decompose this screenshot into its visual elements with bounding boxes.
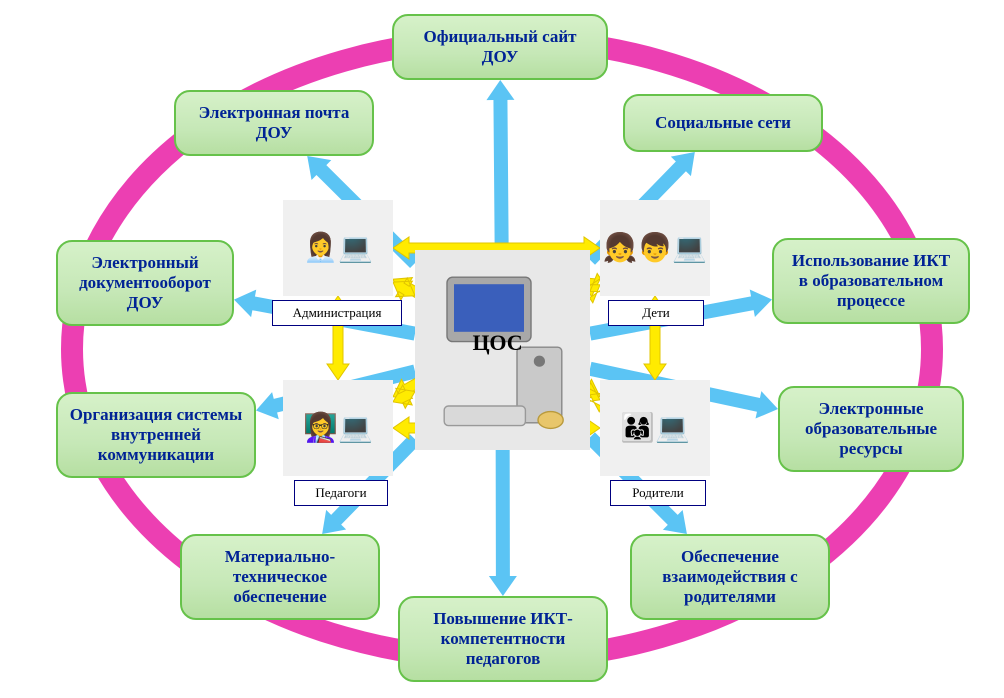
- outer-node-ikt-edu: Использование ИКТ в образовательном проц…: [772, 238, 970, 324]
- outer-node-mat-tech: Материально- техническое обеспечение: [180, 534, 380, 620]
- outer-node-site: Официальный сайт ДОУ: [392, 14, 608, 80]
- outer-node-org-comm: Организация системы внутренней коммуника…: [56, 392, 256, 478]
- outer-node-social: Социальные сети: [623, 94, 823, 152]
- diagram-stage: ЦОС Официальный сайт ДОУ Электронная почт…: [0, 0, 1004, 698]
- actor-label-teachers: Педагоги: [294, 480, 388, 506]
- actor-image-children: 👧👦💻: [600, 200, 710, 296]
- outer-node-email: Электронная почта ДОУ: [174, 90, 374, 156]
- actor-label-children: Дети: [608, 300, 704, 326]
- outer-node-edoc: Электронный документооборот ДОУ: [56, 240, 234, 326]
- center-label: ЦОС: [473, 330, 523, 356]
- actor-image-teachers: 👩‍🏫💻: [283, 380, 393, 476]
- outer-node-ikt-comp: Повышение ИКТ- компетентности педагогов: [398, 596, 608, 682]
- actor-image-parents2: 👨‍👩‍👧💻: [600, 380, 710, 476]
- actor-label-admin: Администрация: [272, 300, 402, 326]
- actor-image-admin: 👩‍💼💻: [283, 200, 393, 296]
- outer-node-parents: Обеспечение взаимодействия с родителями: [630, 534, 830, 620]
- actor-label-parents2: Родители: [610, 480, 706, 506]
- outer-node-resources: Электронные образовательные ресурсы: [778, 386, 964, 472]
